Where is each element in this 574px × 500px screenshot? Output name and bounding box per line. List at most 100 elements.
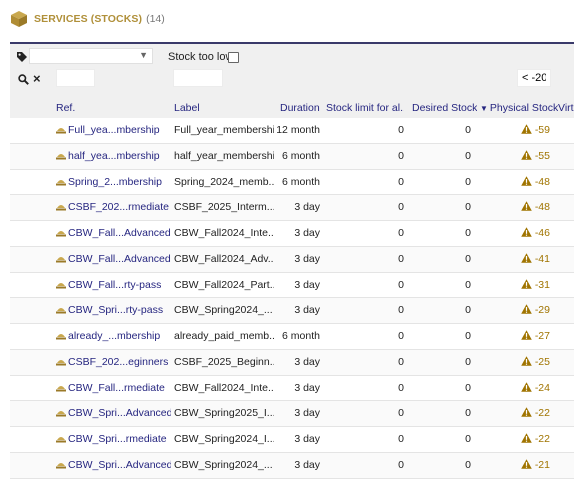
warning-icon xyxy=(521,356,532,366)
warning-icon xyxy=(521,150,532,160)
table-row: CBW_Spri...Advanced CBW_Spring2024_... 3… xyxy=(10,452,574,479)
desired-stock-value: 0 xyxy=(465,304,471,317)
table-header-row: Ref. Label Duration Stock limit for al..… xyxy=(10,98,574,118)
service-icon xyxy=(56,359,66,366)
service-icon xyxy=(56,128,66,134)
product-duration: 3 day xyxy=(294,201,320,214)
product-label: CBW_Fall2024_Adv... xyxy=(174,252,274,265)
product-label: CBW_Fall2024_Part... xyxy=(174,278,274,291)
warning-icon xyxy=(521,330,532,340)
product-ref-text: already_...mbership xyxy=(68,330,161,342)
product-label: CBW_Spring2024_... xyxy=(174,304,273,317)
physical-stock-value: -46 xyxy=(480,221,550,246)
product-duration: 6 month xyxy=(282,149,320,162)
warning-icon xyxy=(521,381,532,392)
warning-icon xyxy=(521,124,532,134)
stock-limit-value: 0 xyxy=(398,149,404,162)
service-icon xyxy=(56,153,66,160)
product-ref-link[interactable]: CBW_Fall...Advanced xyxy=(56,247,171,272)
stock-limit-value: 0 xyxy=(398,433,404,445)
chevron-down-icon: ▼ xyxy=(139,50,148,60)
physical-stock-value: -21 xyxy=(480,453,550,478)
column-header-stock-limit[interactable]: Stock limit for al... xyxy=(326,102,404,114)
physical-stock-number: -22 xyxy=(534,433,550,445)
column-header-label[interactable]: Label xyxy=(174,102,200,114)
service-icon xyxy=(56,256,66,263)
table-row: CBW_Spri...rty-pass CBW_Spring2024_... 3… xyxy=(10,298,574,324)
product-duration: 6 month xyxy=(282,330,320,342)
product-ref-link[interactable]: already_...mbership xyxy=(56,324,171,349)
stock-limit-value: 0 xyxy=(398,227,404,239)
column-header-physical-stock[interactable]: ▼ Physical Stock xyxy=(480,98,558,119)
service-icon xyxy=(56,411,66,417)
product-ref-link[interactable]: Spring_2...mbership xyxy=(56,170,171,195)
product-ref-link[interactable]: CBW_Fall...rty-pass xyxy=(56,273,171,298)
product-ref-text: CBW_Spri...rmediate xyxy=(68,433,167,445)
product-ref-link[interactable]: CSBF_202...rmediate xyxy=(56,195,171,220)
table-row: CBW_Fall...Advanced CBW_Fall2024_Inte...… xyxy=(10,221,574,247)
product-ref-link[interactable]: CBW_Fall...rmediate xyxy=(56,376,171,401)
table-row: already_...mbership already_paid_memb...… xyxy=(10,324,574,350)
product-ref-text: Full_yea...mbership xyxy=(68,124,160,136)
product-ref-link[interactable]: CBW_Spri...rmediate xyxy=(56,427,171,452)
search-icon[interactable] xyxy=(18,74,29,85)
table-row: CBW_Fall...rty-pass CBW_Fall2024_Part...… xyxy=(10,272,574,299)
stock-limit-value: 0 xyxy=(398,252,404,265)
product-duration: 6 month xyxy=(282,175,320,188)
physical-stock-value: -27 xyxy=(480,324,550,349)
physical-stock-number: -24 xyxy=(534,381,550,394)
column-header-desired-stock[interactable]: Desired Stock xyxy=(412,102,478,114)
service-icon xyxy=(56,231,66,237)
service-icon xyxy=(56,179,66,185)
service-icon xyxy=(56,334,66,340)
product-label: CBW_Fall2024_Inte... xyxy=(174,227,274,239)
physical-stock-value: -29 xyxy=(480,298,550,323)
physical-stock-number: -31 xyxy=(534,278,550,291)
close-icon[interactable]: × xyxy=(33,71,41,86)
sort-descending-icon: ▼ xyxy=(480,104,488,113)
physical-stock-number: -46 xyxy=(534,227,550,239)
ref-filter-input[interactable] xyxy=(56,69,95,87)
physical-stock-filter-input[interactable] xyxy=(517,69,551,87)
physical-stock-value: -24 xyxy=(480,376,550,401)
label-filter-input[interactable] xyxy=(173,69,223,87)
desired-stock-value: 0 xyxy=(465,407,471,420)
category-filter-select[interactable]: ▼ xyxy=(29,48,153,64)
column-header-duration[interactable]: Duration xyxy=(280,102,320,114)
table-row: CBW_Spri...Advanced CBW_Spring2025_I... … xyxy=(10,401,574,427)
product-duration: 3 day xyxy=(294,252,320,265)
desired-stock-value: 0 xyxy=(465,227,471,239)
product-ref-link[interactable]: CBW_Spri...rty-pass xyxy=(56,298,171,323)
table-row: Full_yea...mbership Full_year_membership… xyxy=(10,118,574,144)
product-duration: 3 day xyxy=(294,381,320,394)
desired-stock-value: 0 xyxy=(465,175,471,188)
page-title: SERVICES (STOCKS) xyxy=(34,13,143,25)
warning-icon xyxy=(521,201,532,211)
product-ref-text: CSBF_202...rmediate xyxy=(68,201,169,214)
product-ref-link[interactable]: CBW_Fall...Advanced xyxy=(56,221,171,246)
physical-stock-number: -48 xyxy=(534,175,550,188)
warning-icon xyxy=(521,227,532,237)
product-ref-link[interactable]: half_yea...mbership xyxy=(56,144,171,169)
physical-stock-value: -48 xyxy=(480,195,550,220)
column-header-virtual-stock[interactable]: Virt xyxy=(558,102,574,114)
product-ref-link[interactable]: CBW_Spri...Advanced xyxy=(56,401,171,426)
column-header-ref[interactable]: Ref. xyxy=(56,102,76,114)
product-duration: 3 day xyxy=(294,227,320,239)
service-icon xyxy=(56,385,66,391)
product-ref-link[interactable]: CSBF_202...eginners xyxy=(56,350,171,375)
product-ref-text: CBW_Spri...rty-pass xyxy=(68,304,164,317)
desired-stock-value: 0 xyxy=(465,149,471,162)
table-row: CBW_Fall...rmediate CBW_Fall2024_Inte...… xyxy=(10,375,574,402)
product-duration: 3 day xyxy=(294,407,320,420)
physical-stock-number: -41 xyxy=(534,252,550,265)
warning-icon xyxy=(521,175,532,186)
product-ref-text: CBW_Fall...rty-pass xyxy=(68,278,162,291)
stock-too-low-checkbox[interactable] xyxy=(228,52,239,63)
stock-limit-value: 0 xyxy=(398,458,404,471)
service-icon xyxy=(56,205,66,211)
product-ref-link[interactable]: CBW_Spri...Advanced xyxy=(56,453,171,478)
physical-stock-value: -22 xyxy=(480,401,550,426)
product-ref-link[interactable]: Full_yea...mbership xyxy=(56,118,171,143)
product-duration: 3 day xyxy=(294,458,320,471)
